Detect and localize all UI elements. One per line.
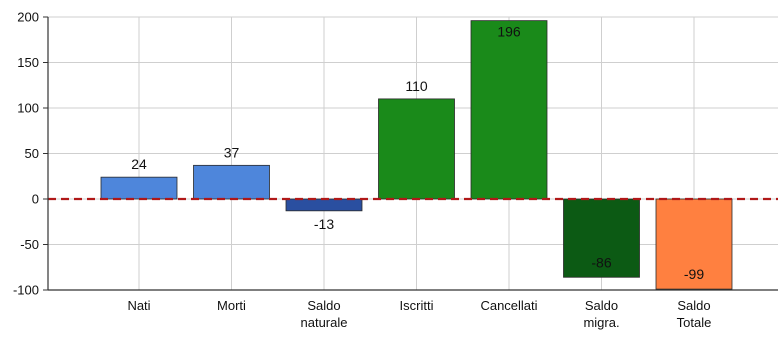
bars xyxy=(100,20,733,290)
y-tick-label: -100 xyxy=(13,283,39,298)
x-tick-label-line: naturale xyxy=(301,315,348,330)
y-axis-ticks: 200 150 100 50 0 -50 -100 xyxy=(13,10,48,298)
x-tick-label: Nati xyxy=(127,298,150,313)
bar xyxy=(100,176,178,200)
bar xyxy=(193,164,270,200)
x-tick-label-line: Saldo xyxy=(677,298,710,313)
x-tick-label-line: Saldo xyxy=(307,298,340,313)
y-tick-label: 50 xyxy=(25,146,39,161)
y-tick-label: 150 xyxy=(17,55,39,70)
bar xyxy=(378,98,455,200)
y-tick-label: -50 xyxy=(20,237,39,252)
data-label: -99 xyxy=(684,266,704,282)
data-label: 24 xyxy=(131,156,147,172)
x-tick-label: Iscritti xyxy=(400,298,434,313)
bar xyxy=(563,198,640,278)
x-tick-label-line: Nati xyxy=(127,298,150,313)
data-label: 37 xyxy=(224,144,240,160)
x-tick-label-line: Morti xyxy=(217,298,246,313)
y-tick-label: 0 xyxy=(32,192,39,207)
x-tick-label-line: migra. xyxy=(583,315,619,330)
x-tick-label-line: Iscritti xyxy=(400,298,434,313)
bar xyxy=(285,198,363,212)
x-tick-label-line: Totale xyxy=(677,315,712,330)
bar xyxy=(470,20,548,200)
x-tick-label: Saldo migra. xyxy=(583,298,619,330)
data-labels: 24 37 -13 110 196 -86 -99 xyxy=(131,24,704,282)
data-label: -86 xyxy=(591,254,611,270)
x-tick-label: Saldo naturale xyxy=(301,298,348,330)
bar xyxy=(655,198,733,290)
x-tick-label: Cancellati xyxy=(480,298,537,313)
data-label: 110 xyxy=(405,78,428,94)
x-tick-label-line: Saldo xyxy=(585,298,618,313)
y-tick-label: 200 xyxy=(17,10,39,25)
x-tick-label: Morti xyxy=(217,298,246,313)
x-axis-labels: Nati Morti Saldo naturale Iscritti Cancellati… xyxy=(127,298,711,330)
y-tick-label: 100 xyxy=(17,101,39,116)
data-label: 196 xyxy=(497,24,521,40)
data-label: -13 xyxy=(314,216,334,232)
x-tick-label-line: Cancellati xyxy=(480,298,537,313)
x-tick-label: Saldo Totale xyxy=(677,298,712,330)
